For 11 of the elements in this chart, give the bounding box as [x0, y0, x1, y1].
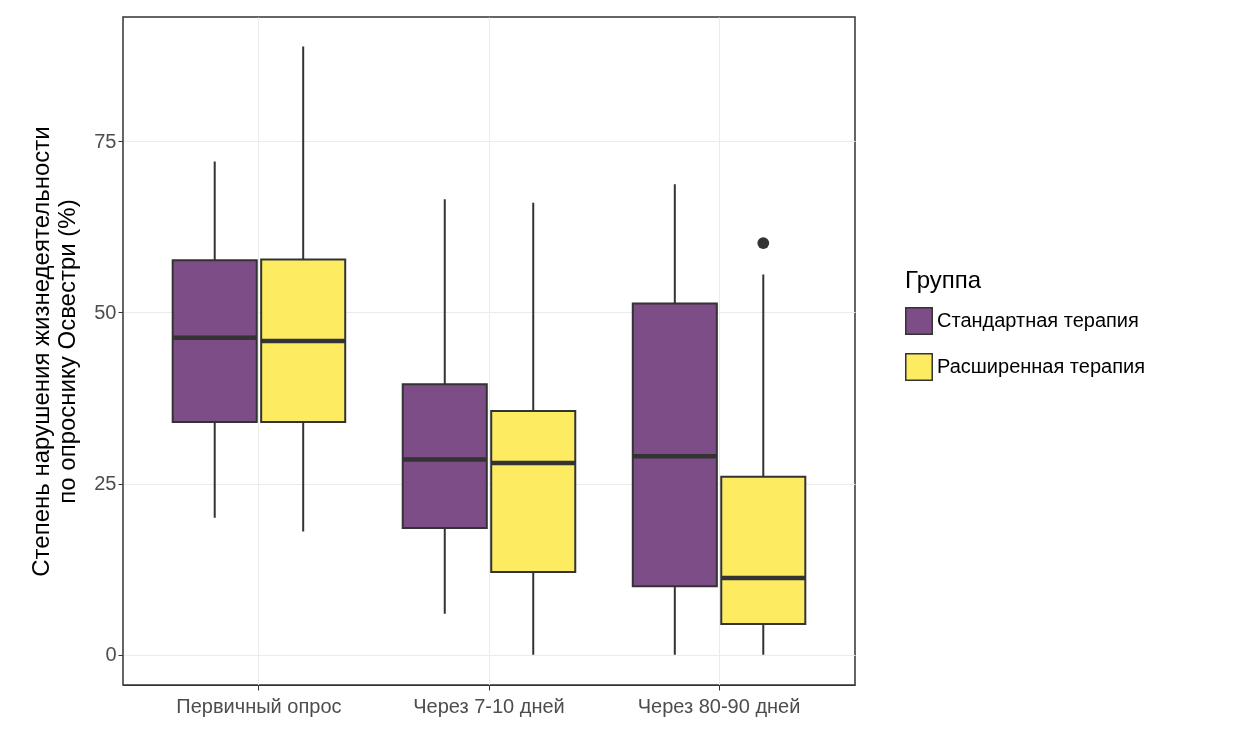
legend-label: Расширенная терапия: [937, 355, 1145, 377]
y-tick-label: 75: [94, 129, 117, 152]
x-tick-label: Первичный опрос: [176, 694, 342, 717]
legend-title: Группа: [905, 266, 982, 293]
legend-label: Стандартная терапия: [937, 309, 1139, 331]
x-tick-label: Через 7-10 дней: [413, 694, 565, 717]
x-tick-label: Через 80-90 дней: [637, 694, 801, 717]
y-tick-label: 25: [94, 472, 117, 495]
y-tick-label: 0: [105, 643, 117, 666]
y-tick-label: 50: [94, 300, 117, 323]
y-axis-title: Степень нарушения жизнедеятельности по опроснику Освестри (%): [27, 126, 81, 577]
